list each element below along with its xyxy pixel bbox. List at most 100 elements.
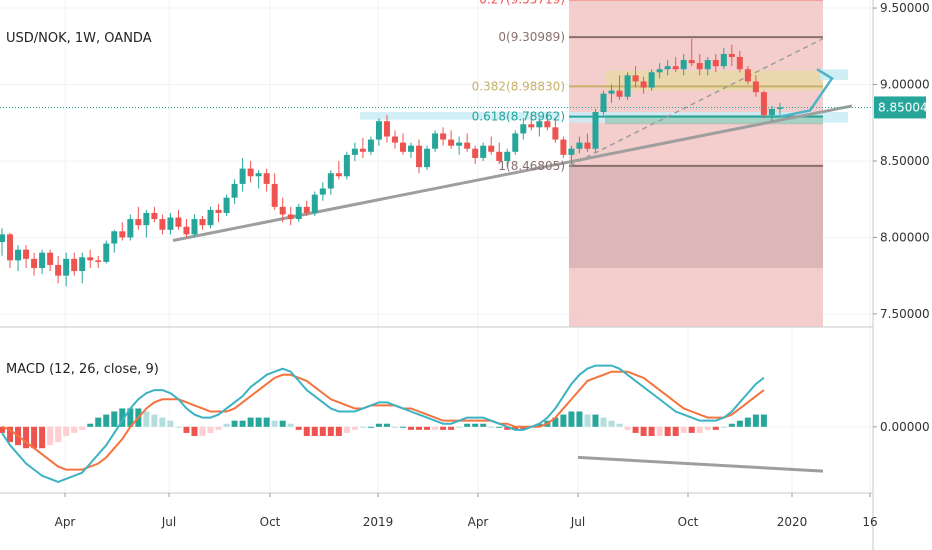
price-trendline[interactable]	[172, 104, 853, 242]
macd-line	[1, 364, 765, 483]
macd-histogram-bar	[351, 426, 358, 430]
candle-body	[616, 90, 623, 97]
macd-histogram-bar	[464, 423, 471, 427]
candle-body	[87, 257, 94, 261]
macd-histogram-bar	[327, 426, 334, 436]
candle-body	[408, 145, 415, 152]
macd-histogram-bar	[568, 411, 575, 427]
symbol-title[interactable]: USD/NOK, 1W, OANDA	[6, 31, 152, 46]
dashed-projection-line[interactable]	[569, 37, 824, 167]
macd-histogram-bar	[167, 420, 174, 427]
candle-body	[23, 249, 30, 259]
candle-body	[424, 148, 431, 168]
macd-histogram-bar	[576, 411, 583, 427]
fib-zone	[360, 0, 848, 327]
candle-body	[295, 206, 302, 220]
macd-histogram-bar	[440, 426, 447, 430]
candle-body	[183, 226, 190, 235]
candle-body	[504, 151, 511, 161]
candle-body	[728, 53, 735, 57]
fib-level-label: 0.27(9.55719)	[479, 0, 565, 6]
candles	[0, 38, 783, 287]
macd-histogram-bar	[472, 423, 479, 427]
macd-histogram-bar	[520, 426, 527, 430]
fib-level-label: 1(8.46805)	[498, 159, 565, 173]
macd-histogram-bar	[375, 423, 382, 427]
candle-body	[247, 168, 254, 177]
time-tick-label: Oct	[260, 515, 281, 529]
macd-histogram-bar	[512, 426, 519, 430]
candle-body	[63, 258, 70, 276]
candle-body	[720, 53, 727, 67]
current-price-label: 8.85004	[878, 100, 928, 114]
time-axis[interactable]: Apr Jul Oct 2019 Apr Jul Oct 2020 16	[55, 493, 878, 529]
projection-arrow[interactable]	[779, 68, 834, 118]
fib-zone-fill	[569, 0, 823, 327]
candle-body	[512, 133, 519, 152]
candle-body	[560, 139, 567, 155]
macd-histogram-bar	[664, 426, 671, 436]
candle-body	[7, 234, 14, 261]
price-axis[interactable]: 9.50000 9.00000 8.50000 8.00000 7.50000	[873, 1, 930, 321]
candle-body	[239, 168, 246, 184]
macd-histogram-bar	[359, 426, 366, 428]
macd-histogram-bar	[343, 426, 350, 433]
time-tick-label: Jul	[570, 515, 585, 529]
macd-histogram-bar	[47, 426, 54, 446]
candle-body	[704, 60, 711, 70]
macd-histogram-bar	[672, 426, 679, 436]
macd-histogram-bar	[456, 426, 463, 428]
macd-histogram-bar	[63, 426, 70, 436]
macd-histogram-bar	[536, 423, 543, 427]
macd-title[interactable]: MACD (12, 26, close, 9)	[6, 362, 159, 377]
candle-body	[440, 133, 447, 140]
macd-histogram-bar	[736, 420, 743, 427]
macd-histogram-bar	[287, 423, 294, 427]
candle-body	[648, 72, 655, 88]
candle-body	[536, 121, 543, 128]
macd-histogram-bar	[255, 417, 262, 427]
candle-body	[111, 231, 118, 244]
candle-body	[432, 133, 439, 149]
time-tick-label: Apr	[468, 515, 489, 529]
macd-histogram-bar	[319, 426, 326, 436]
candle-body	[696, 63, 703, 70]
candle-body	[207, 209, 214, 226]
macd-histogram-bar	[103, 414, 110, 427]
macd-histogram-bar	[600, 417, 607, 427]
macd-histogram-bar	[720, 426, 727, 428]
candle-body	[472, 148, 479, 158]
candle-body	[135, 219, 142, 226]
macd-histogram-bar	[191, 426, 198, 436]
candle-body	[39, 252, 46, 269]
time-tick-label: Jul	[161, 515, 176, 529]
candle-body	[95, 260, 102, 262]
macd-histogram-bar	[640, 426, 647, 436]
candle-body	[664, 66, 671, 70]
macd-histogram-bar	[432, 426, 439, 430]
macd-histogram-bar	[239, 420, 246, 427]
candle-body	[456, 142, 463, 146]
macd-axis[interactable]: 0.00000	[873, 420, 930, 434]
price-tick-label: 9.00000	[880, 78, 930, 92]
macd-histogram-bar	[151, 414, 158, 427]
macd-histogram-bar	[87, 423, 94, 427]
macd-histogram-bar	[111, 411, 118, 427]
macd-histogram	[0, 408, 767, 449]
candle-body	[359, 148, 366, 152]
candle-body	[271, 183, 278, 207]
candle-body	[672, 66, 679, 70]
macd-histogram-bar	[480, 423, 487, 427]
macd-histogram-bar	[39, 426, 46, 449]
price-tick-label: 8.50000	[880, 154, 930, 168]
macd-trendline[interactable]	[577, 455, 824, 473]
price-tick-label: 7.50000	[880, 307, 930, 321]
macd-histogram-bar	[391, 426, 398, 428]
candle-body	[231, 183, 238, 198]
candle-body	[263, 173, 270, 184]
macd-histogram-bar	[7, 426, 14, 443]
macd-histogram-bar	[55, 426, 62, 443]
candle-body	[215, 209, 222, 213]
macd-histogram-bar	[584, 414, 591, 427]
